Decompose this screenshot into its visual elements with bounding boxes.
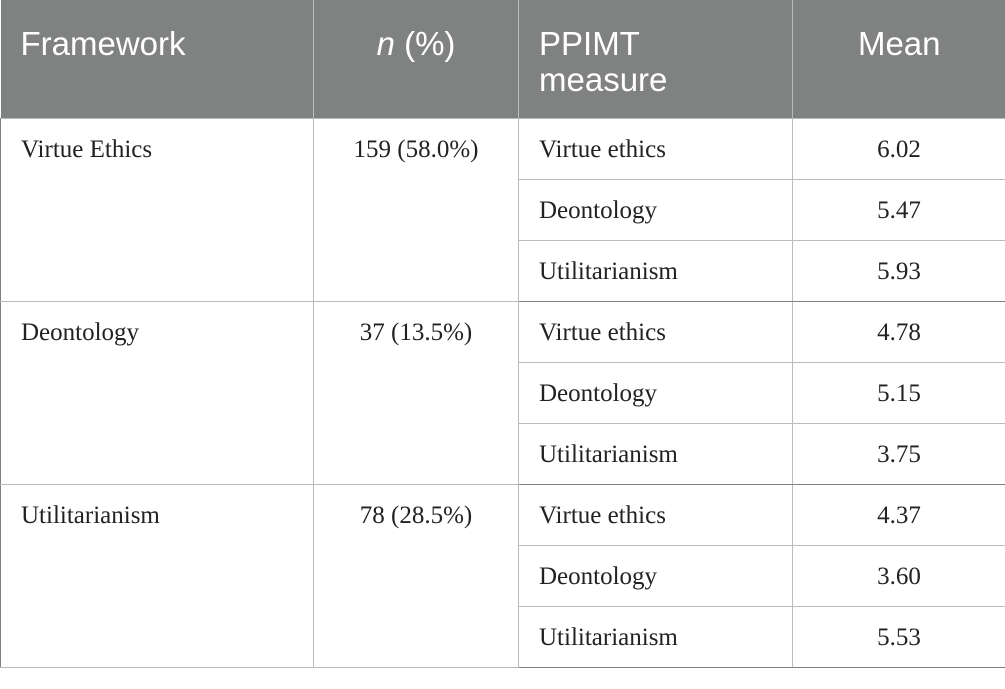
measure-cell: Utilitarianism	[518, 422, 793, 485]
table-row: Deontology 37 (13.5%) Virtue ethics 4.78	[0, 300, 1005, 485]
n-percent-cell: 37 (13.5%)	[313, 300, 519, 485]
table-row: Deontology 5.47	[1, 178, 1005, 241]
measure-cell: Virtue ethics	[518, 300, 793, 363]
table-body: Virtue Ethics 159 (58.0%) Virtue ethics …	[0, 117, 1005, 668]
framework-cell: Utilitarianism	[0, 483, 314, 668]
mean-cell: 3.75	[792, 422, 1005, 485]
results-table: Framework n (%) PPIMT measure Mean Virtue…	[0, 0, 1005, 668]
measure-cell: Deontology	[518, 178, 793, 241]
table-row: Deontology 3.60	[1, 544, 1005, 607]
header-ppimt-measure: PPIMT measure	[518, 0, 793, 118]
header-mean: Mean	[792, 0, 1005, 118]
framework-table: Framework n (%) PPIMT measure Mean Virtue…	[0, 0, 1005, 668]
framework-cell: Deontology	[0, 300, 314, 485]
mean-cell: 4.78	[792, 300, 1005, 363]
measure-cell: Utilitarianism	[518, 239, 793, 302]
measure-cell: Deontology	[518, 361, 793, 424]
mean-cell: 5.47	[792, 178, 1005, 241]
measure-cell: Virtue ethics	[518, 483, 793, 546]
header-framework: Framework	[0, 0, 314, 118]
header-percent: (%)	[394, 25, 456, 62]
mean-cell: 5.53	[792, 605, 1005, 668]
mean-cell: 6.02	[792, 117, 1005, 180]
framework-cell: Virtue Ethics	[0, 117, 314, 302]
header-n-percent: n (%)	[313, 0, 519, 118]
table-row: Utilitarianism 5.53	[1, 605, 1005, 668]
header-measure-line2: measure	[539, 61, 668, 98]
mean-cell: 5.93	[792, 239, 1005, 302]
header-row: Framework n (%) PPIMT measure Mean	[0, 0, 1005, 118]
table-row: Virtue Ethics 159 (58.0%) Virtue ethics …	[0, 117, 1005, 302]
mean-cell: 3.60	[792, 544, 1005, 607]
mean-cell: 5.15	[792, 361, 1005, 424]
measure-cell: Deontology	[518, 544, 793, 607]
table-row: Utilitarianism 78 (28.5%) Virtue ethics …	[0, 483, 1005, 668]
measure-cell: Virtue ethics	[518, 117, 793, 180]
table-header: Framework n (%) PPIMT measure Mean	[0, 0, 1005, 118]
header-n-symbol: n	[376, 25, 395, 62]
measure-cell: Utilitarianism	[518, 605, 793, 668]
mean-cell: 4.37	[792, 483, 1005, 546]
header-measure-line1: PPIMT	[539, 25, 640, 62]
n-percent-cell: 78 (28.5%)	[313, 483, 519, 668]
n-percent-cell: 159 (58.0%)	[313, 117, 519, 302]
